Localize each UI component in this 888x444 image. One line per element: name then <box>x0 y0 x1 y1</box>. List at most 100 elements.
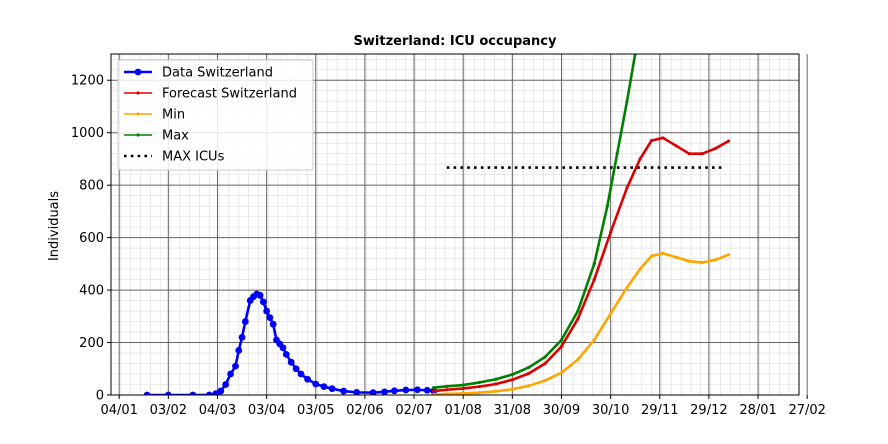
min-point <box>609 312 613 316</box>
x-tick-label: 04/01 <box>100 403 137 418</box>
data-point <box>235 347 243 354</box>
forecast-switzerland-point <box>661 136 665 140</box>
forecast-switzerland-point <box>700 152 704 156</box>
legend-label: Max <box>162 129 189 144</box>
data-point <box>266 314 274 322</box>
x-tick-label: 03/04 <box>248 403 285 418</box>
forecast-switzerland-point <box>592 277 596 282</box>
x-tick-label: 29/11 <box>641 403 678 418</box>
x-tick-label: 27/02 <box>788 403 825 418</box>
data-point <box>312 380 320 388</box>
forecast-switzerland-point <box>445 388 449 392</box>
forecast-switzerland-point <box>609 230 613 234</box>
min-point <box>687 259 691 263</box>
forecast-switzerland-point <box>461 386 465 391</box>
min-point <box>625 285 629 290</box>
x-tick-label: 28/01 <box>739 403 776 418</box>
min-point <box>477 391 482 395</box>
min-point <box>576 357 580 362</box>
forecast-switzerland-point <box>687 152 691 156</box>
data-point <box>164 391 172 395</box>
max-point <box>432 386 436 390</box>
series-forecast-switzerland <box>432 136 731 393</box>
x-tick-label: 03/05 <box>297 403 334 418</box>
series-max <box>432 54 637 390</box>
chart-title: Switzerland: ICU occupancy <box>354 34 557 49</box>
data-point <box>227 370 234 378</box>
min-point <box>700 260 704 265</box>
series-layer <box>143 54 731 395</box>
forecast-switzerland-point <box>638 157 642 161</box>
min-point <box>461 391 465 395</box>
data-point <box>282 350 290 358</box>
legend-item: Max <box>124 129 189 144</box>
data-point <box>143 391 151 395</box>
legend-label: MAX ICUs <box>162 150 225 165</box>
min-point <box>638 267 642 271</box>
max-point <box>625 99 629 103</box>
max-point <box>477 380 482 385</box>
axes-frame <box>110 53 800 396</box>
x-tick-label: 01/08 <box>444 403 481 418</box>
x-tick-label: 31/08 <box>494 403 531 418</box>
forecast-switzerland-point <box>674 144 678 148</box>
x-tick-label: 29/12 <box>690 403 727 418</box>
min-point <box>510 387 514 391</box>
data-point <box>320 383 328 391</box>
data-point <box>292 365 300 373</box>
min-point <box>649 254 654 258</box>
max-point <box>576 309 580 313</box>
max-point <box>494 377 498 381</box>
data-point <box>402 386 410 394</box>
x-tick-label: 03/02 <box>150 403 187 418</box>
legend-item: Min <box>124 108 185 123</box>
legend-item: MAX ICUs <box>124 150 225 165</box>
data-point <box>287 358 295 366</box>
data-point <box>238 333 246 341</box>
max-point <box>445 384 449 388</box>
legend-swatch-marker <box>134 68 142 76</box>
x-tick-label: 30/10 <box>592 403 629 418</box>
legend-label: Min <box>162 108 185 123</box>
legend-label: Data Switzerland <box>162 66 273 81</box>
legend-item: Data Switzerland <box>124 66 273 81</box>
min-point <box>661 251 665 255</box>
data-point <box>353 388 361 395</box>
min-line <box>433 252 730 395</box>
data-point <box>222 381 230 388</box>
data-point <box>189 391 197 395</box>
y-tick-label: 0 <box>96 389 104 404</box>
y-tick-label: 1000 <box>71 126 104 141</box>
max-point <box>510 372 514 377</box>
max-point <box>559 338 564 342</box>
forecast-switzerland-point <box>625 186 629 190</box>
legend-label: Forecast Switzerland <box>162 87 297 102</box>
data-point <box>232 362 239 370</box>
plot-frame <box>110 53 800 396</box>
min-point <box>432 392 436 395</box>
y-tick-label: 600 <box>79 231 104 246</box>
data-point <box>304 375 311 383</box>
y-axis-label: Individuals <box>47 191 62 261</box>
x-tick-label: 04/03 <box>199 403 236 418</box>
x-tick-label: 02/07 <box>395 403 432 418</box>
series-min <box>432 251 731 395</box>
min-point <box>543 378 547 383</box>
forecast-switzerland-point <box>649 138 654 143</box>
legend-box <box>117 59 314 171</box>
max-point <box>615 152 619 156</box>
legend-swatch-marker <box>136 91 140 95</box>
data-point <box>217 387 225 395</box>
max-point <box>592 262 596 266</box>
max-point <box>527 365 531 370</box>
min-point <box>559 371 564 375</box>
y-tick-label: 800 <box>79 179 104 194</box>
data-point <box>381 388 388 395</box>
data-point <box>256 291 264 299</box>
legend-swatch-marker <box>136 112 140 116</box>
x-tick-label: 30/09 <box>543 403 580 418</box>
forecast-switzerland-point <box>477 385 482 389</box>
min-point <box>726 253 731 257</box>
forecast-switzerland-point <box>713 146 718 151</box>
